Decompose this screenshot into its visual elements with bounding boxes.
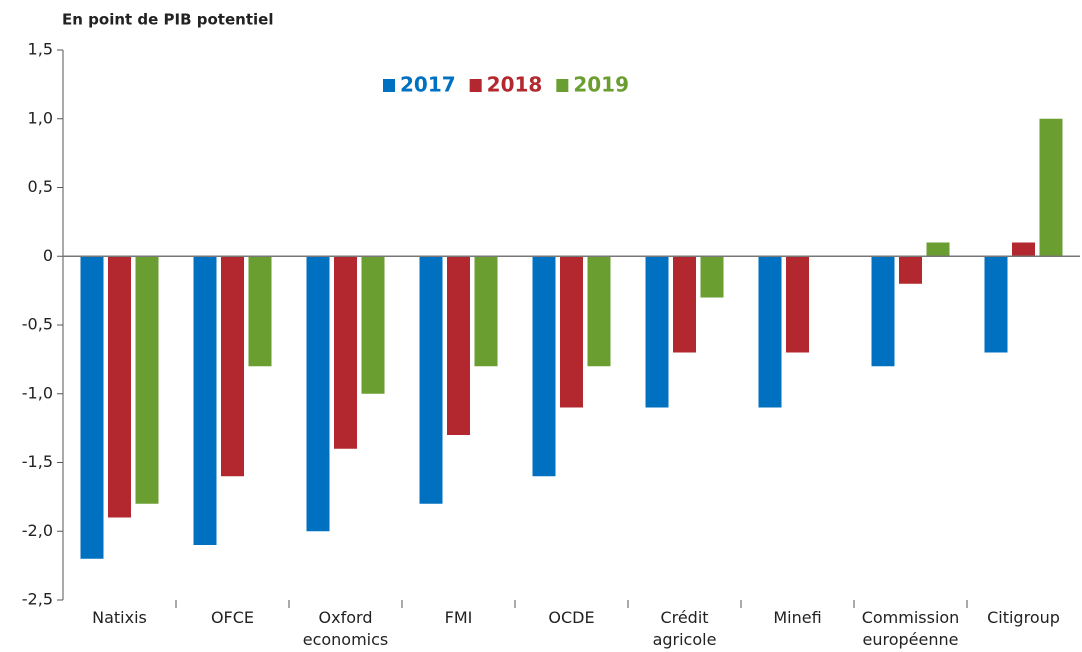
bar: [474, 256, 498, 367]
bar: [899, 256, 922, 284]
bar: [673, 256, 696, 353]
y-tick-label: -1,0: [22, 383, 53, 402]
bar: [306, 256, 330, 532]
bar: [560, 256, 583, 408]
bar: [926, 242, 950, 257]
legend-swatch: [556, 79, 569, 92]
bar: [248, 256, 272, 367]
x-tick-label: FMI: [445, 608, 473, 627]
bar: [587, 256, 611, 367]
y-tick-label: -2,0: [22, 521, 53, 540]
y-tick-label: -2,5: [22, 590, 53, 609]
legend-swatch: [383, 79, 395, 92]
legend-label: 2019: [573, 73, 629, 97]
x-tick-label: Commission européenne: [862, 608, 960, 649]
y-tick-label: 1,0: [28, 108, 53, 127]
bar: [1012, 242, 1035, 257]
bar: [1039, 118, 1063, 257]
y-tick-label: -1,5: [22, 452, 53, 471]
x-tick-label: OFCE: [211, 608, 254, 627]
legend-label: 2017: [400, 73, 456, 97]
x-tick-label: Minefi: [773, 608, 821, 627]
x-tick-label: Crédit agricole: [653, 608, 717, 649]
legend-label: 2018: [487, 73, 543, 97]
bar: [221, 256, 244, 477]
bar: [419, 256, 443, 504]
x-tick-label: Natixis: [92, 608, 147, 627]
chart-title: En point de PIB potentiel: [62, 11, 273, 29]
x-tick-label: Oxford economics: [303, 608, 389, 649]
bar: [984, 256, 1008, 353]
y-tick-label: 0: [43, 246, 53, 265]
y-tick-label: 1,5: [28, 40, 53, 59]
bar: [108, 256, 131, 518]
bar: [645, 256, 669, 408]
x-tick-label: Citigroup: [987, 608, 1060, 627]
bar: [532, 256, 556, 477]
y-tick-label: 0,5: [28, 177, 53, 196]
x-tick-label: OCDE: [548, 608, 594, 627]
bar: [80, 256, 104, 559]
bar: [334, 256, 357, 449]
y-tick-label: -0,5: [22, 315, 53, 334]
bar: [758, 256, 782, 408]
bar: [447, 256, 470, 435]
legend-swatch: [469, 79, 482, 92]
bar: [700, 256, 724, 298]
bar: [193, 256, 217, 545]
bar: [135, 256, 159, 504]
bar: [871, 256, 895, 367]
bar: [361, 256, 385, 394]
bar: [786, 256, 809, 353]
